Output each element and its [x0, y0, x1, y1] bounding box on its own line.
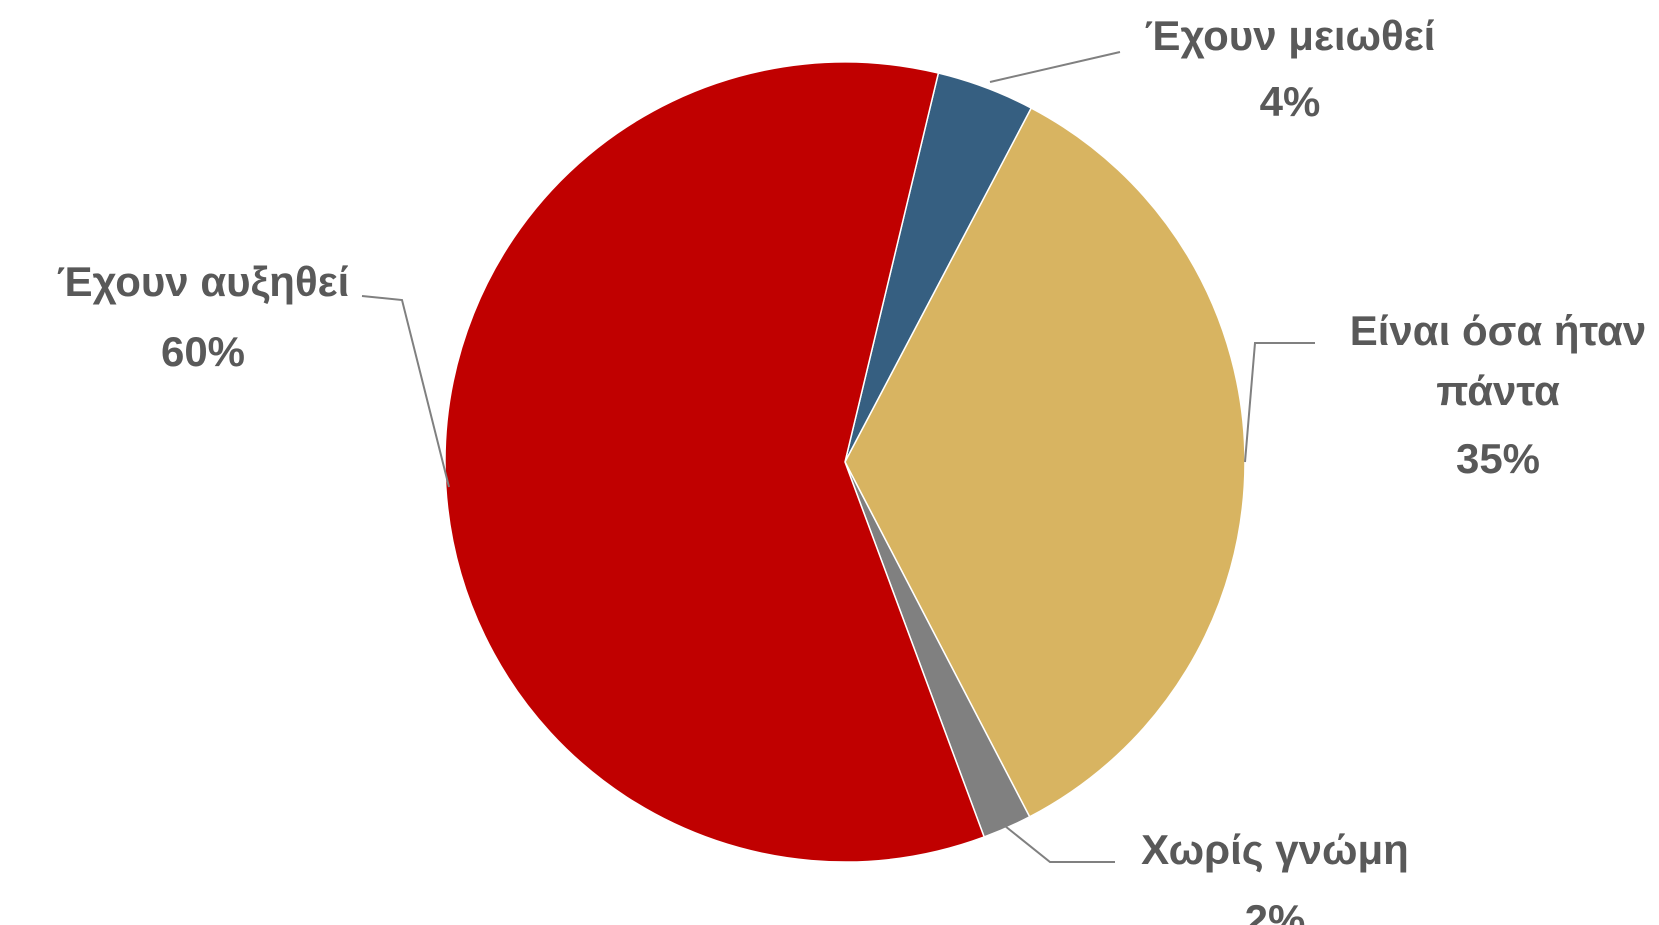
data-labels: Έχουν μειωθεί 4% Είναι όσα ήταν πάντα 35% Χωρ…: [57, 12, 1647, 925]
percent-label-same-as-always: 35%: [1456, 435, 1540, 482]
category-label-increased: Έχουν αυξηθεί: [57, 258, 350, 305]
category-label-same-as-always: Είναι όσα ήταν πάντα: [1350, 307, 1646, 414]
percent-label-decreased: 4%: [1260, 78, 1321, 125]
leader-line-same-as-always: [1244, 342, 1315, 463]
pie-slice-increased: [444, 61, 986, 863]
percent-label-increased: 60%: [161, 328, 245, 375]
percent-label-no-opinion: 2%: [1245, 896, 1306, 925]
leader-line-no-opinion: [1004, 825, 1115, 863]
category-label-decreased: Έχουν μειωθεί: [1145, 12, 1436, 59]
leader-lines: [361, 51, 1315, 863]
leader-line-increased: [361, 295, 450, 488]
pie-slice-same-as-always: [844, 107, 1246, 818]
category-label-no-opinion: Χωρίς γνώμη: [1141, 826, 1409, 873]
leader-line-decreased: [989, 51, 1121, 83]
pie-slices: [444, 61, 1246, 863]
